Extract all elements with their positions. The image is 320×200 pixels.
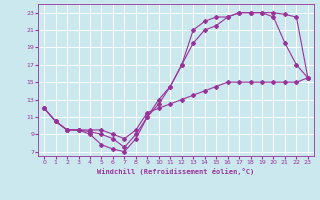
X-axis label: Windchill (Refroidissement éolien,°C): Windchill (Refroidissement éolien,°C) [97,168,255,175]
